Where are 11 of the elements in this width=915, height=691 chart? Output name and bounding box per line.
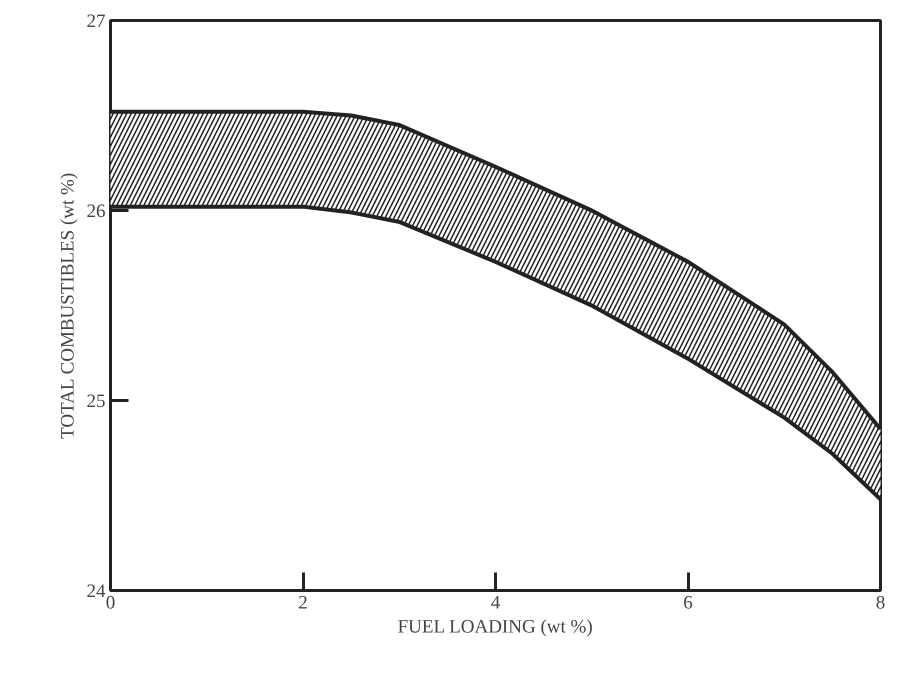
y-tick-label: 27: [86, 11, 106, 32]
x-axis-title: FUEL LOADING (wt %): [398, 616, 593, 638]
x-tick-label: 0: [106, 592, 116, 614]
y-tick-label: 25: [86, 391, 106, 412]
x-tick-label: 8: [876, 592, 886, 614]
y-tick-label: 26: [86, 201, 106, 222]
x-tick-label: 6: [683, 592, 693, 614]
x-tick-label: 4: [490, 592, 501, 614]
x-tick-label: 2: [298, 592, 308, 614]
y-tick-label: 24: [86, 581, 106, 602]
y-axis-title: TOTAL COMBUSTIBLES (wt %): [58, 172, 78, 439]
